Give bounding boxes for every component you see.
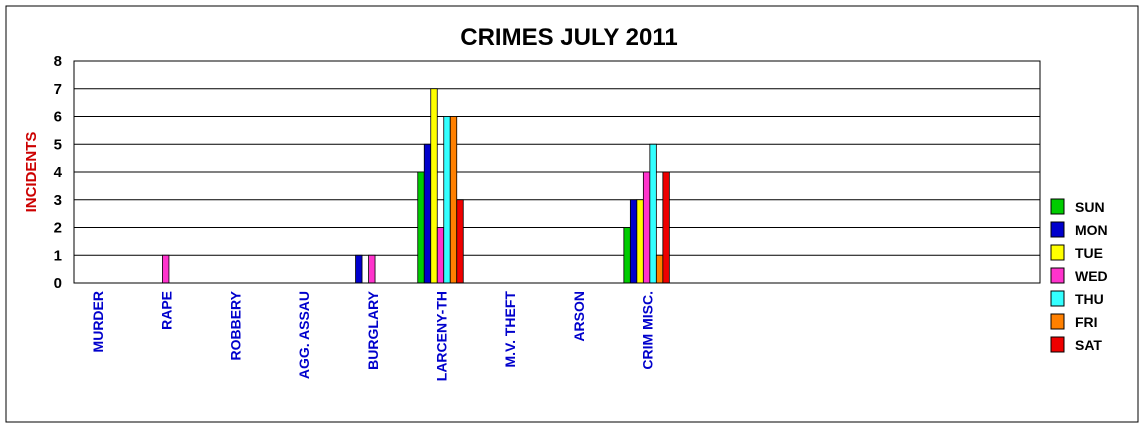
bar-sat (662, 171, 670, 284)
y-axis-title: INCIDENTS (23, 132, 40, 213)
legend-label-sun: SUN (1075, 199, 1105, 215)
bar-mon (423, 143, 432, 284)
bar-sat (456, 199, 464, 284)
bar-sun (417, 171, 425, 284)
legend-swatch-sun (1050, 198, 1065, 215)
y-tick-label: 6 (54, 109, 62, 126)
x-tick-label: ROBBERY (227, 290, 243, 360)
y-tick-label: 1 (54, 247, 62, 264)
bar-tue (430, 88, 438, 284)
legend-label-wed: WED (1075, 268, 1108, 284)
y-tick-label: 7 (54, 81, 62, 98)
bar-tue (636, 199, 644, 284)
bar-wed (436, 227, 445, 284)
x-tick-label: AGG. ASSAU (296, 291, 312, 379)
y-tick-label: 4 (54, 164, 63, 181)
y-axis-ticks: 0 1 2 3 4 5 6 7 8 (54, 53, 63, 292)
legend-label-fri: FRI (1075, 314, 1098, 330)
bar-thu (649, 143, 657, 284)
legend-label-sat: SAT (1075, 337, 1102, 353)
legend-label-thu: THU (1075, 291, 1104, 307)
x-tick-label: LARCENY-TH (434, 291, 450, 381)
bar-mon (355, 254, 363, 284)
x-tick-label: MURDER (90, 291, 106, 352)
bar-wed (368, 254, 376, 284)
y-tick-label: 5 (54, 136, 62, 153)
bar-mon (629, 199, 638, 284)
legend-swatch-mon (1050, 221, 1065, 238)
bar-wed (642, 171, 651, 284)
legend-swatch-tue (1050, 244, 1065, 261)
x-tick-label: ARSON (571, 291, 587, 342)
bar-sun (623, 227, 631, 284)
x-axis-tick-labels: MURDER RAPE ROBBERY AGG. ASSAU BURGLARY LARCE… (90, 290, 656, 381)
bar-fri (449, 116, 458, 284)
y-tick-label: 3 (54, 192, 62, 209)
bar-thu (443, 116, 451, 284)
legend-label-mon: MON (1075, 222, 1108, 238)
bar-wed (162, 254, 170, 284)
x-tick-label: M.V. THEFT (502, 291, 518, 368)
y-tick-label: 0 (54, 275, 62, 292)
plot-area (73, 60, 1041, 284)
legend-swatch-sat (1050, 336, 1065, 353)
x-tick-label: CRIM MISC. (640, 291, 656, 370)
x-tick-label: BURGLARY (365, 290, 381, 369)
x-tick-label: RAPE (159, 291, 175, 330)
bar-fri (655, 254, 664, 284)
y-tick-label: 2 (54, 220, 62, 237)
gridlines (74, 88, 1040, 256)
legend-label-tue: TUE (1075, 245, 1103, 261)
bars (162, 88, 670, 284)
chart-frame (5, 5, 1139, 423)
legend-swatch-thu (1050, 290, 1065, 307)
legend-swatch-fri (1050, 313, 1065, 330)
y-tick-label: 8 (54, 53, 62, 70)
legend: SUN MON TUE WED THU FRI SAT (1050, 198, 1108, 353)
chart-title: CRIMES JULY 2011 (460, 24, 677, 51)
legend-swatch-wed (1050, 267, 1065, 284)
